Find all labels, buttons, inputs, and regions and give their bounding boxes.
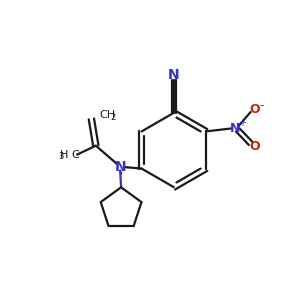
Text: O: O — [250, 140, 260, 153]
Text: 3: 3 — [58, 152, 64, 161]
Text: N: N — [168, 68, 180, 82]
Text: N: N — [230, 122, 240, 135]
Text: N: N — [114, 160, 126, 174]
Text: 2: 2 — [111, 113, 116, 122]
Text: O: O — [250, 103, 260, 116]
Text: C: C — [71, 150, 79, 160]
Text: -: - — [260, 99, 264, 112]
Text: +: + — [238, 118, 247, 128]
Text: H: H — [60, 150, 68, 160]
Text: CH: CH — [100, 110, 116, 120]
